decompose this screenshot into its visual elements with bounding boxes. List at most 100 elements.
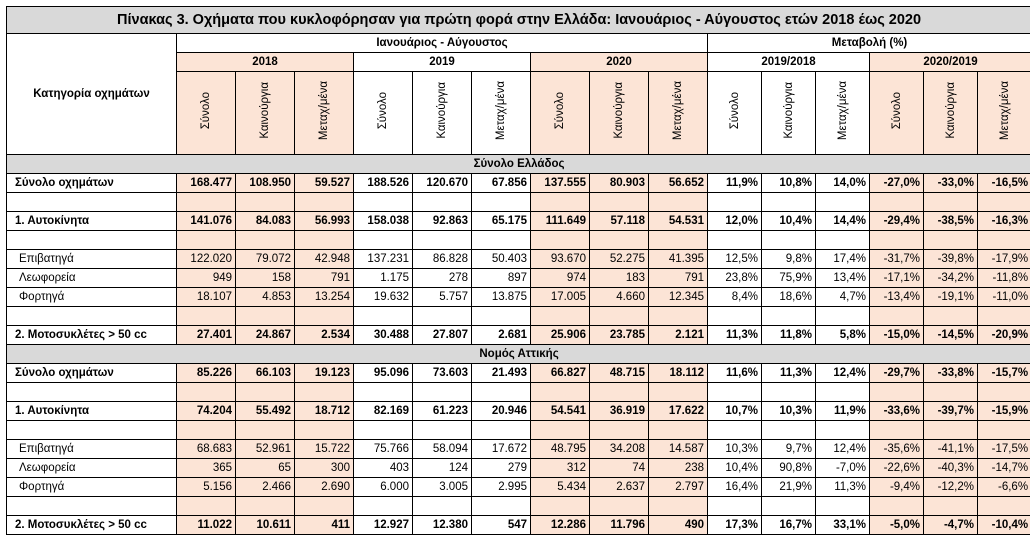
cell-total-2019: 30.488 [353, 325, 413, 345]
cell-used-2018: 13.254 [294, 287, 354, 307]
cell-used-change-1: 13,4% [815, 268, 870, 288]
cell-total-2018: 74.204 [176, 401, 236, 421]
cell-new-2020: 36.919 [589, 401, 649, 421]
empty-cell [530, 230, 590, 250]
empty-cell [412, 230, 472, 250]
cell-used-change-1: 4,7% [815, 287, 870, 307]
empty-cell [869, 230, 924, 250]
empty-cell [869, 382, 924, 402]
cell-used-change-1: 33,1% [815, 515, 870, 535]
table-row: Λεωφορεία 949 158 791 1.175 278 897 974 183 791 23… [6, 268, 1030, 288]
cell-used-2019: 67.856 [471, 173, 531, 193]
table-row: Σύνολο οχημάτων 168.477 108.950 59.527 188.5… [6, 173, 1030, 193]
empty-cell [471, 192, 531, 212]
empty-cell [869, 192, 924, 212]
empty-cell [707, 496, 762, 516]
cell-total-change-1: 11,9% [707, 173, 762, 193]
empty-cell [294, 382, 354, 402]
empty-cell [176, 230, 236, 250]
cell-total-change-2: -22,6% [869, 458, 924, 478]
cell-used-change-2: -11,0% [976, 287, 1030, 307]
cell-total-change-1: 10,4% [707, 458, 762, 478]
table-row: 2. Μοτοσυκλέτες > 50 cc 11.022 10.611 411 12… [6, 515, 1030, 535]
empty-cell [294, 192, 354, 212]
subcol-new-change-1: Καινούργια [761, 71, 816, 155]
empty-cell [761, 306, 816, 326]
empty-cell [707, 382, 762, 402]
cell-new-2020: 80.903 [589, 173, 649, 193]
cell-total-2020: 111.649 [530, 211, 590, 231]
cell-new-change-1: 21,9% [761, 477, 816, 497]
empty-cell [294, 230, 354, 250]
cell-new-2020: 52.275 [589, 249, 649, 269]
empty-cell [176, 382, 236, 402]
subcol-total-2020: Σύνολο [530, 71, 590, 155]
row-label: Φορτηγά [6, 477, 177, 497]
cell-used-change-1: 14,0% [815, 173, 870, 193]
year-header-2019: 2019 [353, 52, 531, 72]
empty-cell [176, 496, 236, 516]
period-header: Ιανουάριος - Αύγουστος [176, 33, 708, 53]
empty-cell [707, 306, 762, 326]
cell-new-2020: 2.637 [589, 477, 649, 497]
table-head: Πίνακας 3. Οχήματα που κυκλοφόρησαν για … [5, 6, 1030, 155]
change-header-2019-2018: 2019/2018 [707, 52, 870, 72]
empty-cell [648, 192, 708, 212]
empty-cell [530, 192, 590, 212]
cell-total-change-1: 10,3% [707, 439, 762, 459]
cell-used-change-2: -17,9% [976, 249, 1030, 269]
cell-new-2019: 27.807 [412, 325, 472, 345]
cell-used-change-1: 14,4% [815, 211, 870, 231]
cell-total-2019: 95.096 [353, 363, 413, 383]
cell-used-change-1: 17,4% [815, 249, 870, 269]
empty-cell [923, 496, 978, 516]
table-row: Φορτηγά 5.156 2.466 2.690 6.000 3.005 2.995 5.4… [6, 477, 1030, 497]
cell-total-2018: 27.401 [176, 325, 236, 345]
cell-new-2019: 120.670 [412, 173, 472, 193]
empty-cell [412, 192, 472, 212]
cell-new-change-1: 9,7% [761, 439, 816, 459]
cell-total-change-2: -29,4% [869, 211, 924, 231]
empty-cell [976, 230, 1030, 250]
empty-cell [235, 496, 295, 516]
empty-cell [589, 420, 649, 440]
cell-new-2018: 52.961 [235, 439, 295, 459]
empty-cell [648, 382, 708, 402]
row-label: 1. Αυτοκίνητα [6, 211, 177, 231]
spacer-row [6, 496, 1030, 516]
subcol-used-change-2: Μεταχ/μένα [976, 71, 1030, 155]
cell-new-2019: 278 [412, 268, 472, 288]
cell-used-2018: 42.948 [294, 249, 354, 269]
cell-new-2019: 92.863 [412, 211, 472, 231]
empty-cell [530, 306, 590, 326]
cell-total-2020: 974 [530, 268, 590, 288]
cell-used-change-2: -14,7% [976, 458, 1030, 478]
cell-total-change-2: -13,4% [869, 287, 924, 307]
empty-cell [471, 230, 531, 250]
cell-new-change-1: 75,9% [761, 268, 816, 288]
cell-new-change-1: 18,6% [761, 287, 816, 307]
cell-new-2020: 183 [589, 268, 649, 288]
cell-used-change-2: -16,5% [976, 173, 1030, 193]
spacer-row [6, 230, 1030, 250]
table-title: Πίνακας 3. Οχήματα που κυκλοφόρησαν για … [5, 6, 1030, 34]
cell-total-change-2: -27,0% [869, 173, 924, 193]
cell-new-2018: 108.950 [235, 173, 295, 193]
row-label: 2. Μοτοσυκλέτες > 50 cc [6, 515, 177, 535]
table-row: Φορτηγά 18.107 4.853 13.254 19.632 5.757 13.87… [6, 287, 1030, 307]
subcol-total-2018: Σύνολο [176, 71, 236, 155]
cell-new-2020: 23.785 [589, 325, 649, 345]
spacer-row [6, 420, 1030, 440]
subcol-new-2018: Καινούργια [235, 71, 295, 155]
cell-new-change-2: -33,0% [923, 173, 978, 193]
cell-used-2020: 14.587 [648, 439, 708, 459]
subcol-total-change-1: Σύνολο [707, 71, 762, 155]
cell-used-change-1: 11,3% [815, 477, 870, 497]
subcol-new-change-2: Καινούργια [923, 71, 978, 155]
cell-new-change-2: -34,2% [923, 268, 978, 288]
year-header-2020: 2020 [530, 52, 708, 72]
empty-cell [869, 496, 924, 516]
cell-new-change-2: -40,3% [923, 458, 978, 478]
cell-used-2019: 2.681 [471, 325, 531, 345]
empty-cell [6, 382, 177, 402]
